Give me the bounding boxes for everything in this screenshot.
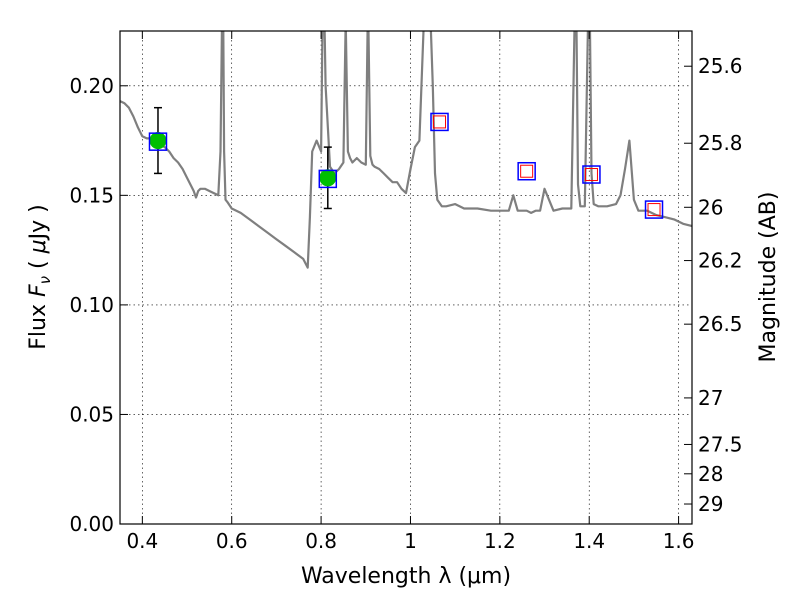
x-tick-label: 1.2 xyxy=(484,529,516,553)
observed-point xyxy=(149,132,167,150)
y-tick-label: 0.00 xyxy=(69,512,114,536)
plot-frame xyxy=(119,30,693,525)
y-tick-label: 0.05 xyxy=(69,402,114,426)
model-point-blue xyxy=(517,161,536,181)
spectrum-series xyxy=(120,31,692,269)
mag-tick-label: 27.5 xyxy=(698,432,743,456)
x-tick-label: 0.8 xyxy=(305,529,337,553)
mag-tick-label: 26.2 xyxy=(698,249,743,273)
y-tick-label: 0.20 xyxy=(69,74,114,98)
axis-ticks: 0.4 0.6 0.8 1 1.2 1.4 1.6 0.00 0.05 0.10 0.15 0.20 2… xyxy=(69,31,743,553)
y-tick-label: 0.10 xyxy=(69,293,114,317)
model-point-red xyxy=(647,203,661,217)
x-tick-label: 1.4 xyxy=(573,529,605,553)
mag-tick-label: 27 xyxy=(698,386,723,410)
photometry-points xyxy=(148,106,664,219)
model-point-blue xyxy=(318,169,338,189)
mag-tick-label: 25.6 xyxy=(698,54,743,78)
y-tick-label: 0.15 xyxy=(69,183,114,207)
observed-point xyxy=(319,169,337,187)
mag-tick-label: 29 xyxy=(698,492,723,516)
model-point-blue xyxy=(148,132,168,151)
model-point-blue xyxy=(644,200,664,219)
model-point-red xyxy=(584,168,598,182)
x-tick-label: 0.4 xyxy=(126,529,158,553)
right-axis-label: Magnitude (AB) xyxy=(756,192,781,363)
x-tick-label: 0.6 xyxy=(216,529,248,553)
model-point-blue xyxy=(582,165,601,184)
spectrum-line xyxy=(120,31,692,269)
x-tick-label: 1 xyxy=(404,529,417,553)
model-point-blue xyxy=(430,112,449,132)
x-axis-label: Wavelength λ (μm) xyxy=(301,564,511,589)
mag-tick-label: 26.5 xyxy=(698,312,743,336)
mag-tick-label: 25.8 xyxy=(698,131,743,155)
mag-tick-label: 26 xyxy=(698,195,723,219)
grid xyxy=(120,31,692,525)
model-point-red xyxy=(433,115,447,129)
mag-tick-label: 28 xyxy=(698,462,723,486)
y-axis-label: Flux Fν ( μJy ) xyxy=(26,204,54,349)
model-point-red xyxy=(520,164,534,178)
x-tick-label: 1.6 xyxy=(663,529,695,553)
